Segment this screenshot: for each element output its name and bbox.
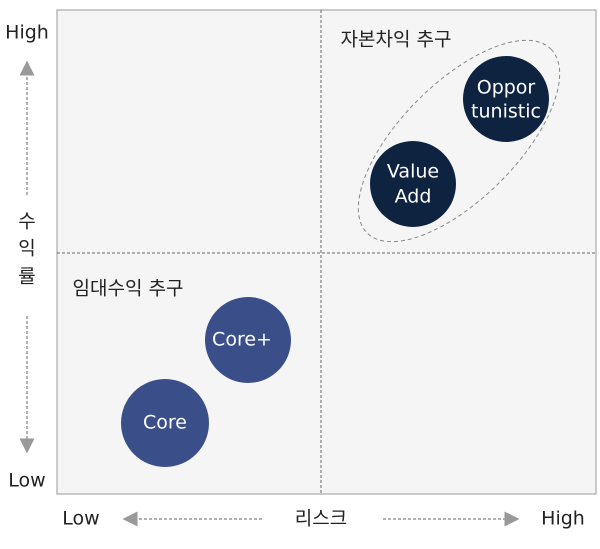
node-circle (463, 56, 549, 142)
node-circle (205, 297, 291, 383)
x-high: High (541, 508, 585, 530)
x-low: Low (62, 508, 99, 530)
y-label: 률 (18, 266, 35, 288)
y-label: 익 (18, 238, 35, 260)
node-label: Core (143, 412, 187, 434)
node: Core (121, 379, 209, 467)
group-ellipse (357, 39, 561, 243)
node-circle (121, 379, 209, 467)
group-label: 자본차익 추구 (341, 29, 452, 51)
y-high: High (5, 22, 49, 44)
y-label: 수 (18, 211, 35, 233)
node-label: Core+ (212, 329, 272, 351)
y-low: Low (8, 470, 45, 492)
group-label: 임대수익 추구 (73, 278, 184, 300)
node: Core+ (205, 297, 291, 383)
node-label: Oppor (477, 77, 536, 99)
node-circle (370, 141, 456, 227)
node: Oppor tunistic (463, 56, 549, 142)
node-label: tunistic (471, 101, 541, 123)
x-label: 리스크 (295, 508, 347, 530)
node: Value Add (370, 141, 456, 227)
node-label: Add (395, 186, 432, 208)
node-label: Value (387, 161, 439, 183)
